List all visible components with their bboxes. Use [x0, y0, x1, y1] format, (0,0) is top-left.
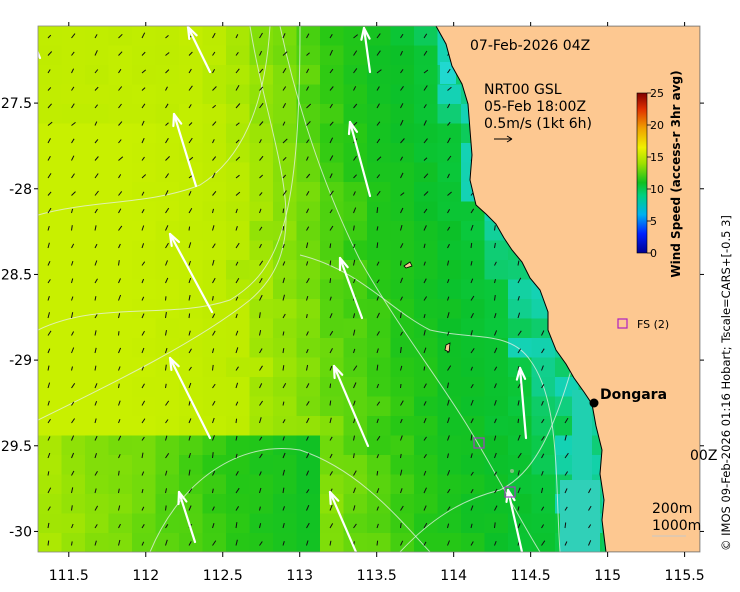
contour-label-1000m: 1000m	[652, 518, 701, 534]
colorbar-ticks: 25 20 15 10 5 0	[647, 87, 664, 260]
colorbar-tick-label: 0	[650, 247, 657, 260]
y-tick-label: 28.5	[1, 267, 32, 283]
y-tick-label: -30	[9, 524, 32, 540]
colorbar-tick-label: 20	[650, 119, 664, 132]
vector-legend-time: 05-Feb 18:00Z	[484, 99, 586, 115]
colorbar-tick-label: 15	[650, 151, 664, 164]
current-vectors	[38, 26, 528, 552]
plot-area	[38, 26, 700, 552]
place-dongara: Dongara	[589, 387, 667, 408]
partial-time-label: 00Z	[690, 448, 717, 464]
colorbar-gradient	[636, 92, 648, 254]
fs-label: FS (2)	[637, 318, 669, 331]
buoy-dot	[510, 469, 514, 473]
timestamp: 07-Feb-2026 04Z	[470, 38, 590, 54]
dongara-label: Dongara	[600, 387, 667, 403]
colorbar-tick-label: 10	[650, 183, 664, 196]
x-tick-label: 111.5	[49, 568, 89, 584]
credit-text: © IMOS 09-Feb-2026 01:16 Hobart; Tscale=…	[719, 215, 733, 551]
x-axis-ticks: 111.5 112 112.5 113 113.5 114 114.5 115 115.5	[49, 22, 705, 584]
contour-label-200m: 200m	[652, 501, 692, 517]
station-marker	[473, 437, 485, 449]
isobath-contours	[38, 26, 591, 552]
dongara-dot	[589, 398, 599, 408]
y-tick-label: 27.5	[1, 96, 32, 112]
island	[403, 261, 413, 269]
vector-legend-title: NRT00 GSL	[484, 82, 562, 98]
x-tick-label: 115	[594, 568, 621, 584]
scale-arrow	[494, 135, 513, 143]
fs-marker	[617, 318, 628, 329]
x-tick-label: 113.5	[357, 568, 397, 584]
y-tick-label: -29	[9, 353, 32, 369]
y-tick-label: 29.5	[1, 439, 32, 455]
x-tick-label: 114.5	[511, 568, 551, 584]
colorbar-label: Wind Speed (access-r 3hr avg)	[669, 70, 683, 277]
x-tick-label: 113	[286, 568, 313, 584]
plot-frame	[37, 25, 701, 553]
x-tick-label: 112	[132, 568, 159, 584]
x-tick-label: 112.5	[203, 568, 243, 584]
station-marker	[504, 486, 516, 498]
land-mass	[435, 26, 700, 552]
y-tick-label: -28	[9, 182, 32, 198]
x-tick-label: 115.5	[665, 568, 705, 584]
island	[444, 342, 451, 353]
colorbar: 25 20 15 10 5 0 Wind Speed (access-r 3hr avg)	[636, 70, 683, 278]
place-fs: FS (2)	[617, 318, 669, 331]
y-axis-ticks: 27.5 -28 28.5 -29 29.5 -30	[1, 96, 704, 540]
x-tick-label: 114	[440, 568, 467, 584]
colorbar-tick-label: 25	[650, 87, 664, 100]
vector-legend: NRT00 GSL 05-Feb 18:00Z 0.5m/s (1kt 6h)	[484, 82, 592, 143]
colorbar-tick-label: 5	[650, 215, 657, 228]
vector-legend-scale: 0.5m/s (1kt 6h)	[484, 116, 592, 132]
